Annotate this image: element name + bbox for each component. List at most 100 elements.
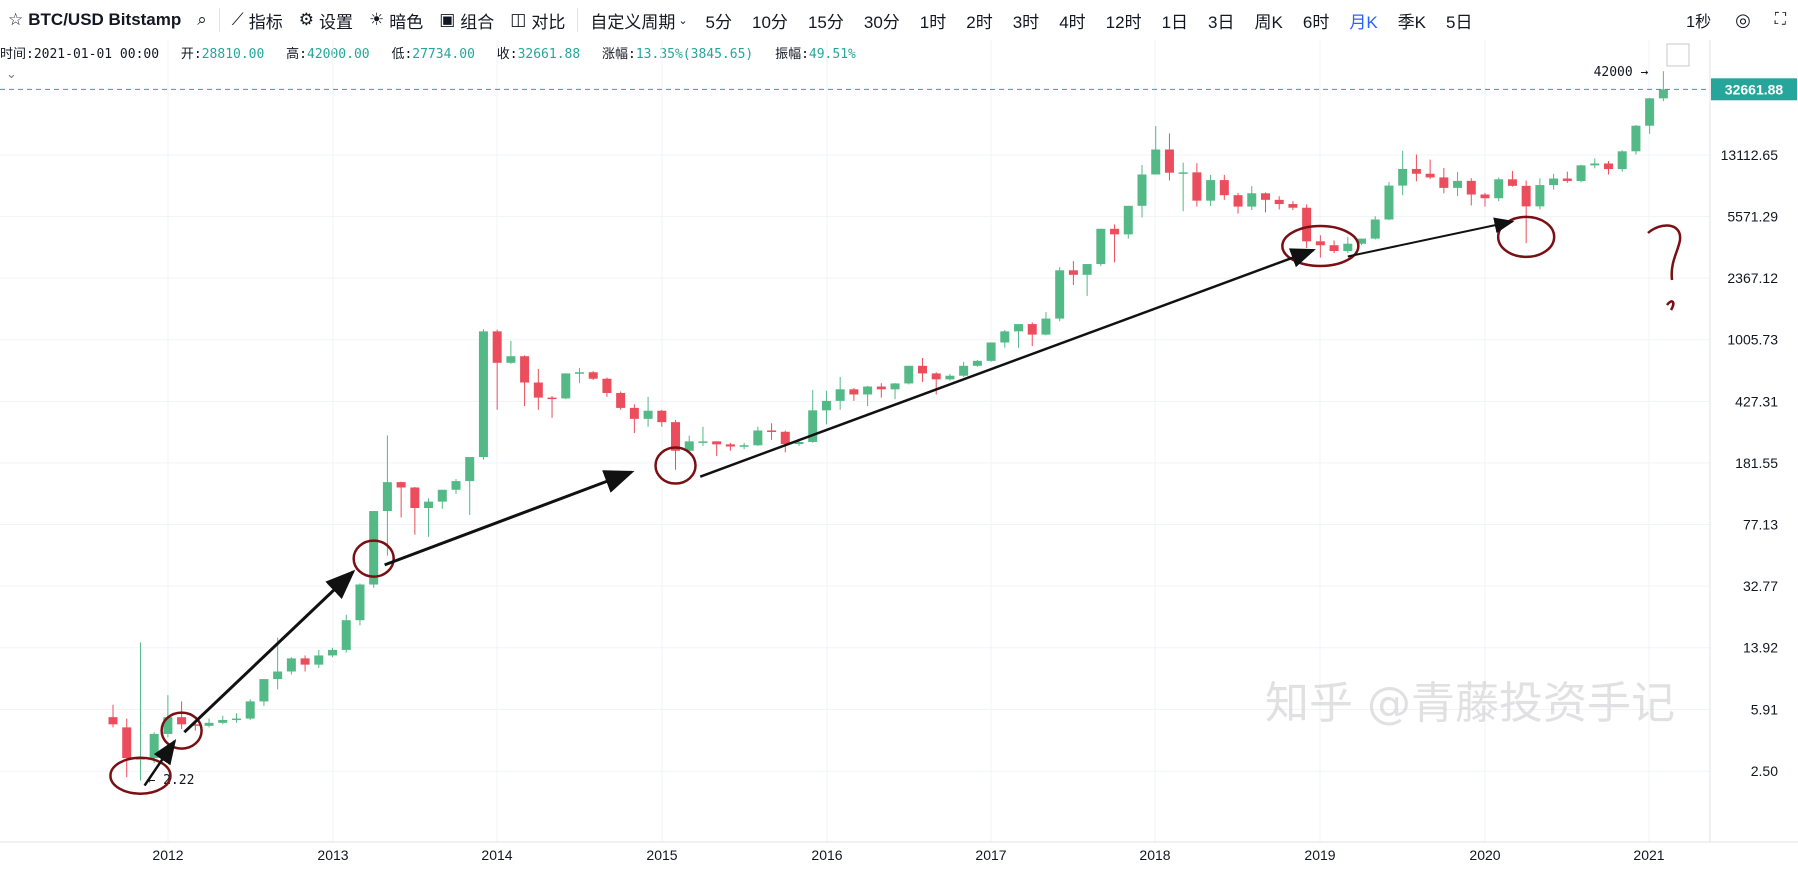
candle-body [273,671,283,680]
candle-body [671,422,681,451]
candle [1096,228,1106,267]
candle [1343,236,1353,254]
candle-body [629,407,639,419]
period-tab-10[interactable]: 3日 [1208,12,1235,32]
high-marker-label: 42000 → [1594,65,1649,80]
candle [643,396,653,427]
period-tab-2[interactable]: 15分 [807,12,844,32]
candle [1370,216,1380,240]
candle [1425,159,1435,179]
candle-body [396,482,406,488]
candle-body [986,342,996,361]
dark-mode-button[interactable]: ☀ 暗色 [361,0,431,40]
period-tab-1[interactable]: 10分 [752,12,788,32]
settings-button[interactable]: ⚙ 设置 [291,0,361,40]
candle-body [300,658,310,665]
annotation-circle [654,446,697,485]
candle-body [369,511,379,585]
period-tab-12[interactable]: 6时 [1302,12,1330,32]
period-tab-14[interactable]: 季K [1397,12,1427,32]
period-tab-11[interactable]: 周K [1254,12,1283,32]
candle-body [904,365,914,384]
period-tab-15[interactable]: 5日 [1446,12,1473,32]
candle-body [204,722,214,726]
open-label: 开: [180,47,202,62]
period-tab-0[interactable]: 5分 [705,12,733,32]
question-mark-annotation [1647,224,1682,281]
candle-body [574,372,584,374]
candle-body [1425,173,1435,178]
candle [273,637,283,690]
period-tab-9[interactable]: 1日 [1161,12,1189,32]
candlestick-chart[interactable]: 32661.88 42000 → ← 2.22 知乎 @青藤投资手记 2.50 5.91… [0,40,1798,872]
candle-body [1398,168,1408,186]
period-tab-7[interactable]: 4时 [1059,12,1086,32]
fullscreen-icon[interactable]: ⛶ [1774,11,1786,28]
camera-icon[interactable]: ◎ [1735,9,1751,30]
candle [1453,172,1463,197]
x-tick-label: 2021 [1633,847,1664,863]
indicators-label: 指标 [248,12,283,32]
period-tab-5[interactable]: 2时 [966,12,993,32]
interval-button[interactable]: 1秒 [1686,14,1712,31]
candle [1357,238,1367,246]
period-tab-8[interactable]: 12时 [1105,12,1142,32]
candle-body [451,481,461,490]
period-tab-3[interactable]: 30分 [863,12,900,32]
candle-body [355,584,365,621]
annotation-arrow [183,569,356,734]
candle [424,498,434,537]
candle [328,647,338,658]
compare-button[interactable]: ◫ 对比 [502,0,573,40]
candle [602,377,612,397]
candle-body [876,386,886,390]
symbol-label: BTC/USD Bitstamp [28,10,182,29]
candle-body [520,356,530,383]
candle-body [1603,163,1613,170]
candle-body [1480,194,1490,199]
candle-body [808,410,818,442]
star-icon[interactable]: ☆ [8,10,24,29]
candle [1398,150,1408,196]
open-value: 28810.00 [201,47,265,62]
candle [1466,178,1476,206]
candle [1507,170,1517,187]
custom-period-dropdown[interactable]: 自定义周期 ⌄ [582,0,695,40]
candle [245,699,255,720]
indicators-button[interactable]: ⟋ 指标 [224,0,291,40]
candle-body [1000,331,1010,343]
symbol-search-button[interactable]: ⌕ [189,0,215,40]
y-tick-label: 5571.29 [1727,209,1778,225]
candle [821,390,831,425]
layout-combo-button[interactable]: ▣ 组合 [431,0,502,40]
candle [904,365,914,385]
candle [1110,224,1120,263]
question-mark-dot [1665,300,1675,311]
collapse-legend-icon[interactable]: ⌄ [6,66,17,81]
x-tick-label: 2016 [811,847,842,863]
y-tick-label: 427.31 [1735,393,1778,409]
change-label: 涨幅: [602,47,636,62]
candle-body [945,375,955,380]
candle [574,367,584,384]
last-price-label: 32661.88 [1725,81,1784,97]
candle [1068,261,1078,286]
candle [725,442,735,451]
candle [1645,97,1655,134]
candle-body [1590,163,1600,166]
period-tab-6[interactable]: 3时 [1012,12,1040,32]
candle-body [1137,174,1147,206]
candle-body [547,397,557,400]
candle [1315,235,1325,258]
candle [1219,174,1229,200]
candle-body [1260,193,1270,200]
symbol-selector[interactable]: ☆ BTC/USD Bitstamp [0,0,189,40]
candle [451,479,461,494]
period-tab-13[interactable]: 月K [1349,12,1378,32]
candle [1329,240,1339,254]
candle [684,435,694,453]
annotation-arrow [143,739,177,787]
ohlc-info-bar: 时间:2021-01-01 00:00 开:28810.00 高:42000.0… [0,43,870,63]
period-tab-4[interactable]: 1时 [919,12,947,32]
sun-icon: ☀ [368,10,385,29]
